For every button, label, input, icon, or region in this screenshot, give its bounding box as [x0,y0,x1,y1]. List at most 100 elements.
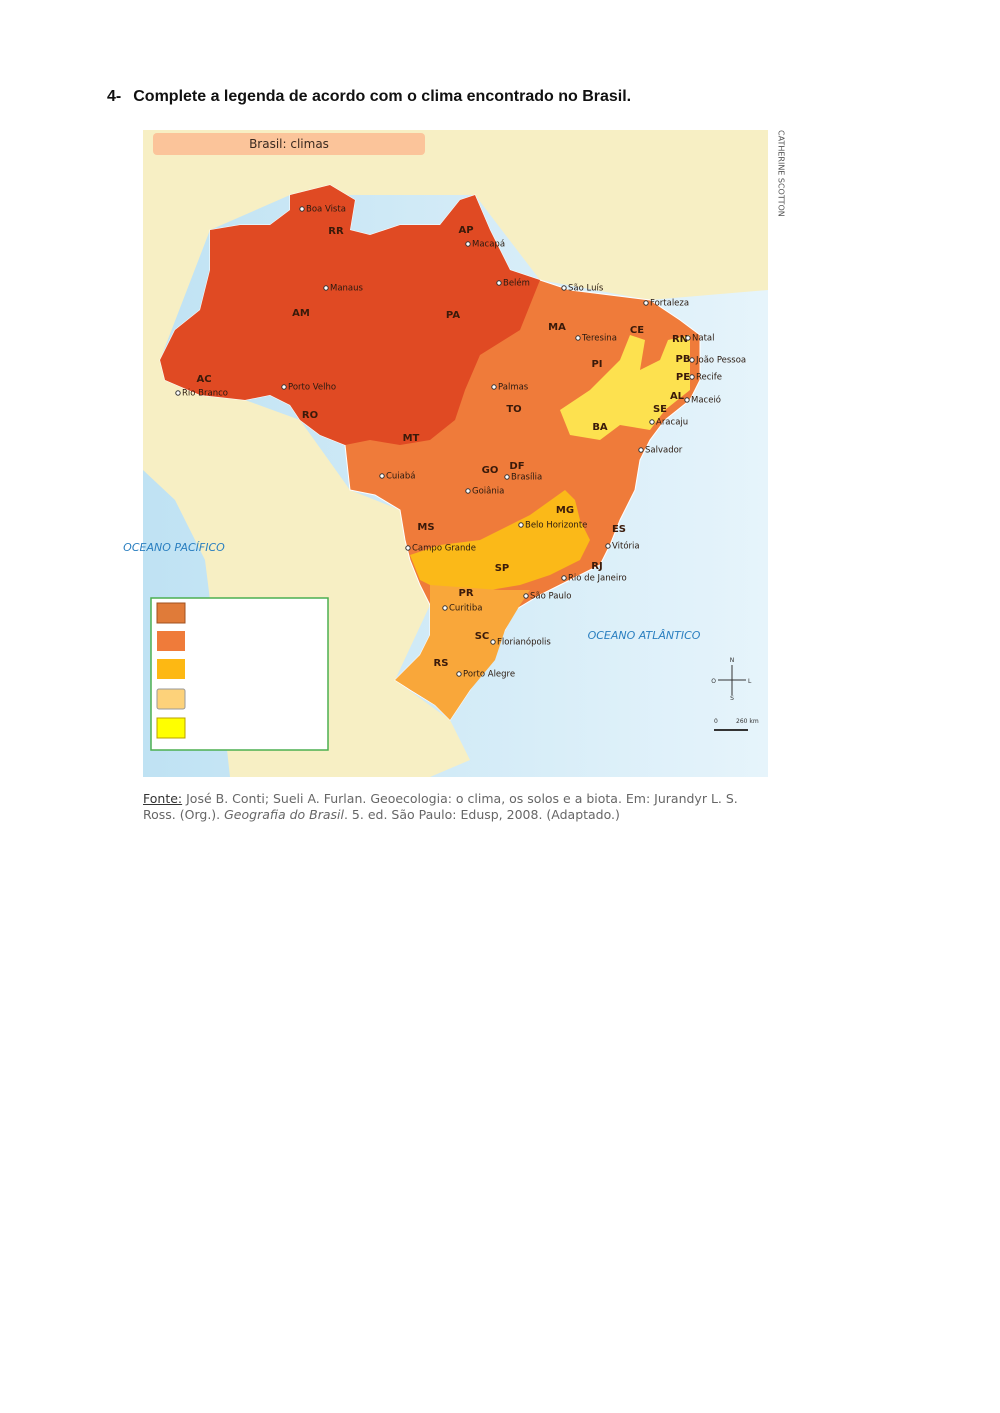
city-marker [684,397,690,403]
state-label: SE [653,404,667,415]
legend-swatch [156,688,186,710]
credit: CATHERINE SCOTTON [777,130,786,217]
state-label: AL [670,391,685,402]
state-label: RS [434,658,449,669]
city-marker [299,206,305,212]
city-label: Cuiabá [386,472,416,482]
city-marker [575,335,581,341]
city-marker [442,605,448,611]
city-marker [689,374,695,380]
compass-label: N [730,657,735,664]
city-label: Florianópolis [497,637,551,648]
city-marker [649,419,655,425]
city-marker [605,543,611,549]
city-label: Campo Grande [412,544,476,554]
city-label: Salvador [645,446,683,456]
city-label: Curitiba [449,604,482,614]
source: Fonte: José B. Conti; Sueli A. Furlan. G… [143,791,753,823]
legend-swatch [156,717,186,739]
compass-label: S [730,695,734,702]
state-label: GO [482,465,499,476]
state-label: PA [446,310,460,321]
city-marker [638,447,644,453]
state-label: PE [676,372,690,383]
city-label: Boa Vista [306,205,346,215]
scale-label: 260 km [736,718,759,725]
state-label: SP [495,563,510,574]
city-marker [491,384,497,390]
city-label: Porto Alegre [463,670,515,680]
city-marker [561,575,567,581]
source-text: José B. Conti; Sueli A. Furlan. Geoecolo… [143,791,738,822]
question: 4- Complete a legenda de acordo com o cli… [107,88,631,106]
city-label: Belo Horizonte [525,521,587,531]
city-label: Natal [692,334,714,344]
city-label: Maceió [691,395,721,406]
state-label: ES [612,524,626,535]
city-marker [490,639,496,645]
city-marker [323,285,329,291]
city-label: Rio Branco [182,389,228,399]
city-marker [281,384,287,390]
legend-swatch [157,631,185,651]
city-marker [379,473,385,479]
state-label: DF [509,461,524,472]
city-label: São Paulo [530,592,571,602]
source-label: Fonte: [143,791,183,806]
source-text: . 5. ed. São Paulo: Edusp, 2008. (Adapta… [343,807,620,822]
city-label: Palmas [498,383,529,393]
subtropical-zone [395,585,530,720]
scale-label: 0 [714,718,718,725]
state-label: PB [676,354,691,365]
title-bar [153,133,425,155]
city-marker [465,241,471,247]
city-label: Fortaleza [650,299,689,309]
city-marker [685,335,691,341]
city-label: Recife [696,373,722,383]
source-book: Geografia do Brasil [224,807,344,822]
state-label: MA [548,322,566,333]
city-marker [643,300,649,306]
state-label: MS [417,522,434,533]
city-marker [504,474,510,480]
state-label: AM [292,308,310,319]
tropical-altitude-zone [410,490,590,590]
state-label: RJ [591,561,602,572]
ocean-label: OCEANO PACÍFICO [123,541,225,554]
city-label: Teresina [581,334,617,344]
city-marker [456,671,462,677]
city-marker [689,357,695,363]
state-label: PI [591,359,602,370]
state-label: AC [196,374,211,385]
city-label: Belém [503,278,530,289]
city-label: São Luís [568,284,604,294]
legend-swatch [156,602,186,624]
equatorial-zone [160,185,540,445]
state-label: SC [475,631,490,642]
legend-swatch [157,659,185,679]
city-label: Manaus [330,284,364,294]
compass-label: L [748,678,752,685]
city-marker [405,545,411,551]
question-number: 4- [107,88,122,105]
map-title: Brasil: climas [249,137,329,151]
state-label: TO [506,404,521,415]
city-marker [523,593,529,599]
city-label: Rio de Janeiro [568,574,627,584]
city-marker [175,390,181,396]
state-label: RO [302,410,318,421]
city-label: João Pessoa [695,356,746,366]
city-label: Vitória [612,541,640,552]
city-label: Macapá [472,240,505,250]
city-marker [465,488,471,494]
ocean-label: OCEANO ATLÂNTICO [588,629,701,642]
state-label: RN [672,334,688,345]
question-text: Complete a legenda de acordo com o clima… [133,88,632,105]
city-marker [518,522,524,528]
city-marker [561,285,567,291]
state-label: BA [592,422,608,433]
state-label: MG [556,505,574,516]
state-label: MT [403,433,420,444]
